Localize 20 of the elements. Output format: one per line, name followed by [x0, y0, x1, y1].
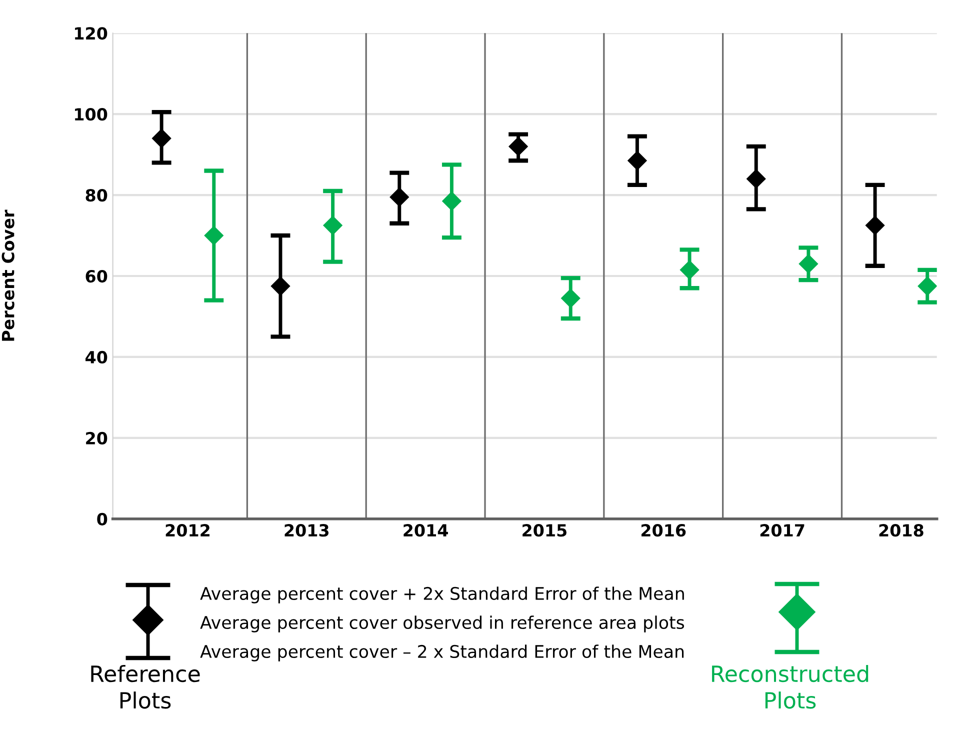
- x-tick-label: 2015: [522, 524, 566, 537]
- y-tick-label: 40: [86, 350, 108, 364]
- legend-label: Reference Plots: [91, 664, 200, 709]
- x-tick-label: 2017: [760, 524, 804, 537]
- text: Average percent cover + 2x Standard Error of the Mean: [200, 586, 684, 604]
- y-tick-label: 80: [86, 189, 108, 202]
- y-tick-label: 0: [97, 512, 108, 526]
- y-tick-label: 120: [75, 27, 108, 40]
- legend-label: Reconstructed Plots: [712, 664, 868, 709]
- text: Average percent cover – 2 x Standard Error of the Mean: [200, 644, 684, 662]
- y-axis-title: Percent Cover: [2, 210, 14, 341]
- text: Average percent cover observed in reference area plots: [200, 616, 684, 632]
- x-tick-label: 2018: [879, 524, 924, 537]
- y-tick-label: 100: [75, 108, 108, 121]
- x-tick-label: 2013: [284, 524, 329, 537]
- x-tick-label: 2016: [642, 524, 686, 537]
- y-tick-label: 60: [86, 270, 108, 283]
- x-tick-label: 2012: [166, 524, 210, 537]
- x-tick-label: 2014: [404, 524, 448, 537]
- y-tick-label: 20: [86, 432, 108, 444]
